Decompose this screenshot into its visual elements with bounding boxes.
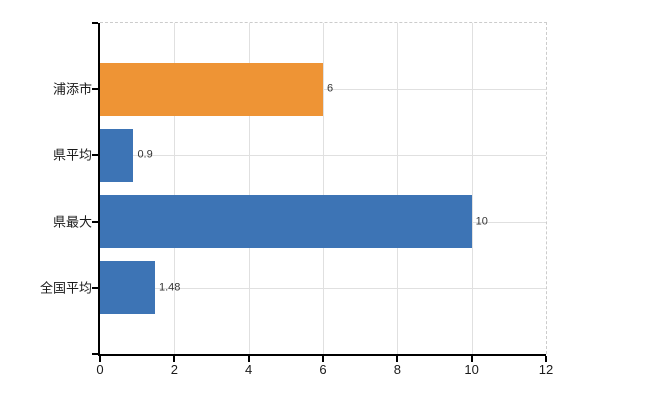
- x-axis-tick-mark: [470, 356, 473, 362]
- x-axis-tick-label: 2: [170, 362, 178, 377]
- vertical-gridline: [397, 23, 399, 354]
- x-axis-tick-label: 8: [393, 362, 401, 377]
- horizontal-gridline: [100, 155, 546, 157]
- category-label: 県平均: [52, 147, 92, 163]
- bar-value-label: 0.9: [137, 148, 153, 161]
- vertical-gridline: [323, 23, 324, 354]
- bar-value-label: 1.48: [159, 281, 181, 294]
- x-axis-tick-label: 10: [464, 362, 479, 377]
- vertical-gridline: [174, 23, 176, 354]
- category-label: 浦添市: [52, 81, 92, 97]
- x-axis-tick-mark: [322, 356, 324, 362]
- category-label: 全国平均: [39, 280, 92, 296]
- vertical-gridline: [248, 23, 250, 354]
- x-axis-tick-mark: [99, 356, 101, 362]
- x-axis-tick-label: 6: [319, 362, 327, 377]
- horizontal-gridline: [100, 287, 546, 289]
- x-axis-tick-mark: [247, 356, 250, 362]
- x-axis-tick-mark: [545, 356, 547, 362]
- category-label: 県最大: [52, 214, 92, 230]
- x-axis-tick-label: 12: [538, 362, 554, 377]
- x-axis-tick-label: 4: [245, 362, 253, 377]
- y-axis-tick-mark: [92, 353, 98, 355]
- x-axis-tick-label: 0: [96, 362, 104, 377]
- y-axis-line: [98, 23, 100, 355]
- plot-area: 0 2 4 6 8 10 12 6 浦添市 0.9 県平均 10 県最大 1.48 全国平均: [40, 22, 553, 376]
- y-axis-tick-mark: [92, 286, 98, 289]
- y-axis-tick-mark: [92, 154, 98, 157]
- bar-value-label: 10: [475, 215, 488, 228]
- bar: [100, 62, 323, 116]
- y-axis-tick-mark: [92, 220, 98, 223]
- y-axis-tick-mark: [92, 22, 98, 24]
- bar-value-label: 6: [327, 82, 334, 95]
- x-axis-tick-mark: [396, 356, 399, 362]
- vertical-gridline: [471, 23, 473, 354]
- bar: [100, 195, 472, 249]
- bar: [100, 261, 155, 315]
- y-axis-tick-mark: [92, 88, 98, 91]
- bar: [100, 128, 134, 182]
- horizontal-gridline: [100, 89, 546, 91]
- x-axis-line: [98, 354, 546, 356]
- x-axis-tick-mark: [173, 356, 176, 362]
